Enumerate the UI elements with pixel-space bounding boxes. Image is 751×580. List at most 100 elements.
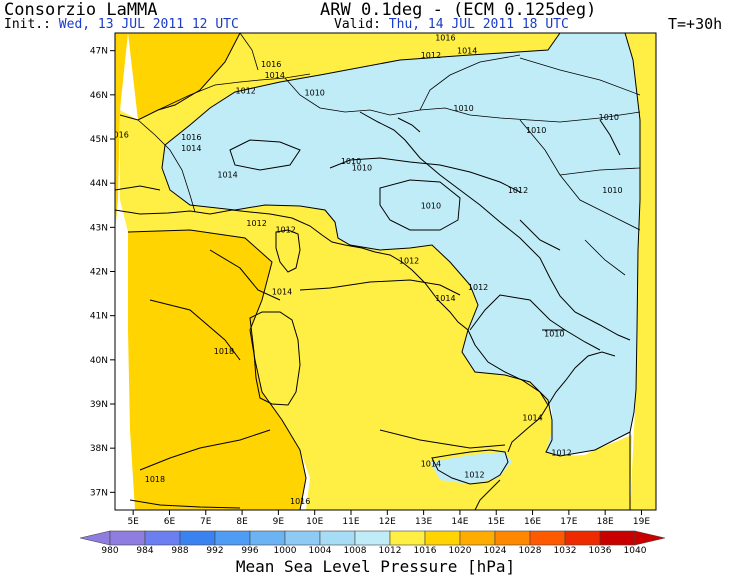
init-label: Init.:: [4, 17, 51, 32]
lon-label: 8E: [236, 517, 248, 527]
isobar-label: 1014: [272, 287, 292, 296]
colorbar-high-arrow: [634, 530, 666, 546]
field-1012-sicily: [430, 452, 512, 484]
colorbar-cell: [284, 530, 321, 546]
lon-label: 13E: [415, 517, 432, 527]
colorbar-low-arrow: [79, 530, 111, 546]
colorbar-tick-label: 1036: [589, 546, 612, 556]
isobar-label: 1012: [468, 283, 488, 292]
colorbar-cell: [459, 530, 496, 546]
isobar-label: 1014: [181, 144, 201, 153]
lat-label: 44N: [90, 179, 108, 189]
lat-label: 43N: [90, 223, 108, 233]
colorbar-tick-label: 1028: [519, 546, 542, 556]
colorbar-title: Mean Sea Level Pressure [hPa]: [235, 557, 516, 576]
lon-label: 14E: [451, 517, 468, 527]
colorbar-tick-label: 984: [136, 546, 153, 556]
isobar-label: 1012: [551, 449, 571, 458]
colorbar-tick-label: 1016: [414, 546, 437, 556]
isobar-label: 1014: [217, 170, 237, 179]
colorbar-tick-label: 1020: [449, 546, 472, 556]
coastlines: [115, 111, 631, 485]
isobar-label: 1018: [214, 347, 234, 356]
colorbar-tick-label: 980: [101, 546, 118, 556]
colorbar-tick-label: 1012: [379, 546, 402, 556]
colorbar-tick-label: 1032: [554, 546, 577, 556]
lat-label: 45N: [90, 135, 108, 145]
lat-label: 37N: [90, 488, 108, 498]
isobar-label: 1012: [236, 86, 256, 95]
isobar-label: 1018: [145, 475, 165, 484]
colorbar-cell: [319, 530, 356, 546]
isobar-label: 1010: [341, 157, 361, 166]
lat-label: 40N: [90, 356, 108, 366]
colorbar-cell: [179, 530, 216, 546]
isobar-label: 1010: [599, 113, 619, 122]
isobar-label: 1014: [435, 294, 455, 303]
colorbar-cell: [529, 530, 566, 546]
lon-label: 18E: [597, 517, 614, 527]
lat-label: 41N: [90, 312, 108, 322]
valid-time: Valid: Thu, 14 JUL 2011 18 UTC: [334, 17, 569, 32]
lat-label: 42N: [90, 268, 108, 278]
lat-label: 38N: [90, 444, 108, 454]
isobar-label: 1016: [290, 497, 310, 506]
colorbar-cell: [389, 530, 426, 546]
lon-label: 7E: [200, 517, 212, 527]
colorbar-tick-label: 1024: [484, 546, 507, 556]
colorbar-cell: [109, 530, 146, 546]
isobar-label: 1010: [526, 126, 546, 135]
country-borders: [137, 33, 641, 276]
isobars: [119, 33, 641, 510]
colorbar-cell: [424, 530, 461, 546]
field-1018-north: [128, 33, 240, 120]
lon-label: 19E: [633, 517, 650, 527]
colorbar-cell: [144, 530, 181, 546]
isobar-label: 1014: [265, 71, 285, 80]
isobar-label: 1012: [275, 226, 295, 235]
colorbar-cell: [354, 530, 391, 546]
colorbar-tick-label: 1004: [309, 546, 332, 556]
organization-title: Consorzio LaMMA: [4, 0, 158, 20]
colorbar-tick-label: 1040: [624, 546, 647, 556]
lon-label: 11E: [342, 517, 359, 527]
field-1012: [162, 33, 640, 456]
colorbar-cell: [494, 530, 531, 546]
model-title: ARW 0.1deg - (ECM 0.125deg): [320, 0, 597, 20]
isobar-label: 1016: [108, 131, 128, 140]
lat-label: 46N: [90, 91, 108, 101]
colorbar-tick-label: 988: [171, 546, 188, 556]
isobar-label: 1016: [261, 60, 281, 69]
valid-value: Thu, 14 JUL 2011 18 UTC: [388, 17, 569, 32]
isobar-label: 1014: [421, 460, 441, 469]
lon-label: 10E: [306, 517, 323, 527]
forecast-step: T=+30h: [668, 15, 723, 33]
isobar-label: 1012: [464, 471, 484, 480]
lon-label: 5E: [127, 517, 139, 527]
colorbar-tick-label: 1000: [274, 546, 297, 556]
lon-label: 12E: [379, 517, 396, 527]
isobar-label: 1010: [453, 104, 473, 113]
isobar-label: 1010: [352, 164, 372, 173]
colorbar-tick-label: 1008: [344, 546, 367, 556]
isobar-label: 1016: [435, 33, 455, 42]
isobar-label: 1010: [544, 329, 564, 338]
lon-label: 6E: [164, 517, 176, 527]
field-1016: [120, 33, 632, 510]
isobar-label: 1016: [181, 133, 201, 142]
init-time: Init.: Wed, 13 JUL 2011 12 UTC: [4, 17, 239, 32]
colorbar-tick-label: 992: [206, 546, 223, 556]
lat-label: 39N: [90, 400, 108, 410]
longitude-axis: 5E 6E 7E 8E 9E 10E 11E 12E 13E 14E 15E 16E 17E 18E 19E: [127, 510, 650, 527]
isobar-label: 1014: [457, 47, 477, 56]
init-value: Wed, 13 JUL 2011 12 UTC: [58, 17, 239, 32]
lon-label: 9E: [273, 517, 285, 527]
colorbar-tick-label: 996: [241, 546, 258, 556]
valid-label: Valid:: [334, 17, 381, 32]
isobar-label: 1012: [508, 186, 528, 195]
lon-label: 15E: [488, 517, 505, 527]
lon-label: 16E: [524, 517, 541, 527]
isobar-label: 1014: [522, 413, 542, 422]
